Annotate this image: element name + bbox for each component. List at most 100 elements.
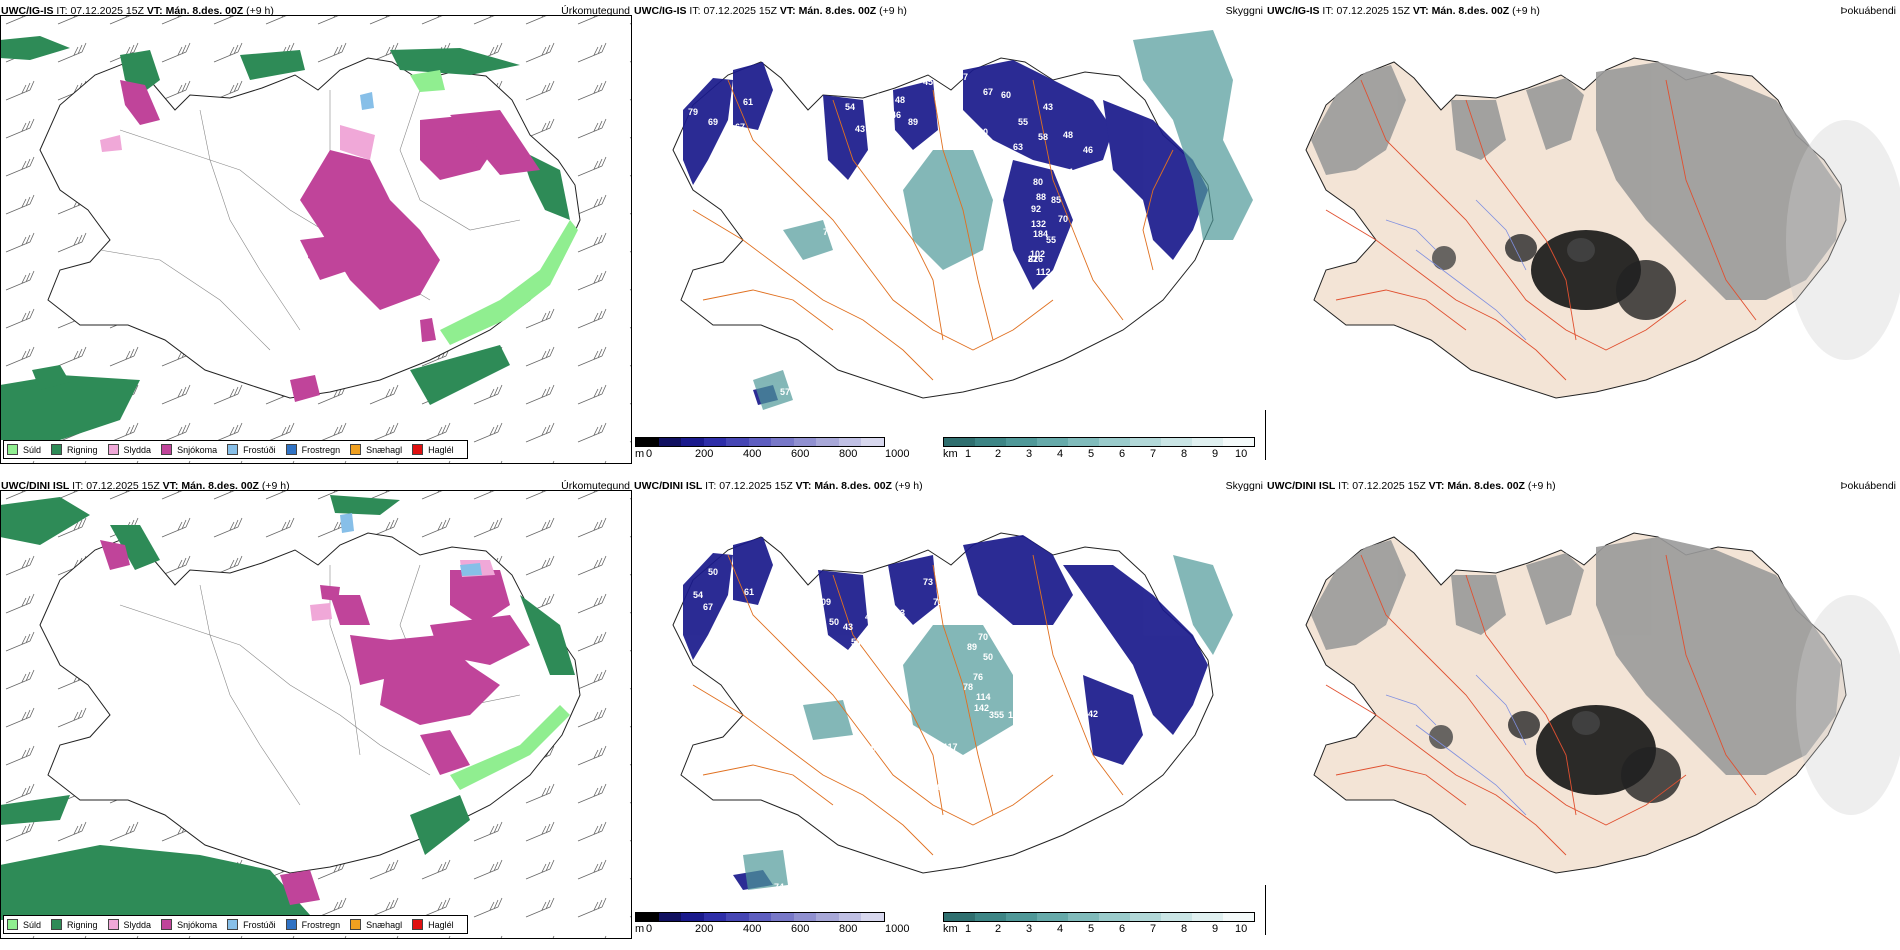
visibility-tick: 7	[1150, 448, 1157, 460]
panel-title-precip: Úrkomutegund	[561, 5, 630, 17]
visibility-tick: 2	[995, 448, 1002, 460]
snow-depth-label: 67	[1005, 731, 1015, 741]
snow-depth-label: 102	[868, 247, 883, 257]
legend-item: Frostúði	[227, 444, 276, 455]
snow-depth-label: 67	[937, 782, 947, 792]
visibility-tick: 5	[1088, 923, 1095, 935]
snow-depth-label: 18	[949, 97, 959, 107]
snow-depth-label: 49	[1021, 707, 1031, 717]
snow-depth-label: 80	[978, 127, 988, 137]
snow-depth-label: 184	[989, 745, 1004, 755]
legend-item: Frostregn	[285, 444, 340, 455]
legend-item: Frostúði	[227, 919, 276, 930]
snow-depth-label: 122	[960, 809, 975, 819]
precip-type-legend: Súld Rigning Slydda Snjókoma Frostúði Fr…	[3, 440, 468, 459]
visibility-tick: 9	[1212, 923, 1219, 935]
legend-item: Snjókoma	[161, 444, 217, 455]
snow-depth-label: 82	[745, 640, 755, 650]
visibility-tick: 5	[1088, 448, 1095, 460]
snow-depth-label: 54	[898, 157, 908, 167]
legend-swatch	[161, 919, 173, 930]
legend-swatch	[107, 444, 119, 455]
legend-item: Haglél	[412, 444, 454, 455]
run-header: UWC/IG-IS IT: 07.12.2025 15Z VT: Mán. 8.…	[1, 5, 274, 17]
snow-depth-label: 67	[953, 602, 963, 612]
precip-type-map	[0, 491, 631, 938]
snow-depth-tick: 1000	[885, 923, 910, 935]
snow-depth-label: 102	[1030, 249, 1045, 259]
legend-item: Súld	[7, 919, 41, 930]
snow-depth-label: 55	[1046, 235, 1056, 245]
snow-depth-tick: 200	[695, 923, 714, 935]
snow-depth-label: 59	[889, 612, 899, 622]
snow-depth-label: 70	[1058, 214, 1068, 224]
snow-depth-label: 76	[741, 622, 751, 632]
visibility-tick: 3	[1026, 923, 1033, 935]
visibility-tick: 10	[1235, 448, 1248, 460]
run-header: UWC/DINI ISL IT: 07.12.2025 15Z VT: Mán.…	[1, 480, 290, 492]
legend-swatch	[107, 919, 119, 930]
fog-indicator-panel-1: UWC/IG-IS IT: 07.12.2025 15Z VT: Mán. 8.…	[1266, 0, 1900, 475]
snow-depth-label: 73	[716, 617, 726, 627]
snow-depth-label: 53	[895, 608, 905, 618]
snow-depth-label: 86	[955, 762, 965, 772]
snow-depth-label: 226	[1028, 254, 1043, 264]
snow-depth-label: 67	[983, 87, 993, 97]
snow-depth-label: 50	[1093, 202, 1103, 212]
snow-depth-label: 57	[780, 387, 790, 397]
legend-swatch	[285, 444, 297, 455]
legend-item: Slydda	[107, 444, 151, 455]
snow-depth-label: 09	[821, 597, 831, 607]
snow-depth-label: 57	[867, 757, 877, 767]
snow-depth-label: 355	[989, 710, 1004, 720]
snow-depth-label: 67	[735, 122, 745, 132]
visibility-tick: 8	[1181, 448, 1188, 460]
run-header: UWC/DINI ISL IT: 07.12.2025 15Z VT: Mán.…	[1267, 480, 1556, 492]
snow-depth-label: 41	[875, 92, 885, 102]
snow-depth-colorbar	[635, 437, 885, 447]
visibility-tick: 7	[1150, 923, 1157, 935]
visibility-tick: 1	[965, 923, 972, 935]
legend-item: Súld	[7, 444, 41, 455]
snow-depth-label: 42	[1088, 709, 1098, 719]
visibility-tick: 4	[1057, 448, 1064, 460]
legend-swatch	[285, 919, 297, 930]
snow-depth-label: 117	[943, 742, 958, 752]
visibility-tick: 3	[1026, 448, 1033, 460]
snow-visibility-panel-1: UWC/IG-IS IT: 07.12.2025 15Z VT: Mán. 8.…	[633, 0, 1266, 475]
run-header: UWC/IG-IS IT: 07.12.2025 15Z VT: Mán. 8.…	[634, 5, 907, 17]
snow-depth-label: 69	[708, 117, 718, 127]
snow-depth-tick: 800	[839, 448, 858, 460]
fog-legend: 0 60	[1265, 885, 1266, 935]
snow-depth-label: 45	[923, 77, 933, 87]
snow-depth-label: 43	[855, 124, 865, 134]
panel-title-snow: Skyggni	[1225, 480, 1263, 492]
snow-depth-label: 58	[1038, 132, 1048, 142]
snow-depth-label: 188	[873, 232, 888, 242]
legend-swatch	[227, 444, 239, 455]
snow-depth-label: 95	[871, 743, 881, 753]
snow-depth-label: 61	[743, 97, 753, 107]
snow-depth-label: 61	[891, 140, 901, 150]
snow-depth-label: 64	[728, 635, 738, 645]
snow-depth-label: 81	[1028, 254, 1038, 264]
run-header: UWC/DINI ISL IT: 07.12.2025 15Z VT: Mán.…	[634, 480, 923, 492]
snow-depth-label: 39	[1093, 162, 1103, 172]
snow-depth-label: 53	[713, 64, 723, 74]
snow-depth-label: 59	[1078, 172, 1088, 182]
snow-depth-tick: 400	[743, 448, 762, 460]
fog-indicator-map	[1305, 532, 1900, 874]
snow-depth-label: 105	[1008, 710, 1023, 720]
legend-swatch	[7, 919, 18, 930]
snow-depth-label: 71	[933, 597, 943, 607]
fog-indicator-map	[1305, 57, 1900, 399]
snow-depth-tick: 0	[646, 448, 653, 460]
snow-depth-label: 80	[1033, 177, 1043, 187]
visibility-unit: km	[943, 923, 958, 935]
snow-depth-label: 67	[703, 602, 713, 612]
snow-depth-label: 68	[1018, 753, 1028, 763]
snow-depth-label: 64	[971, 617, 981, 627]
snow-depth-label: 80	[1085, 217, 1095, 227]
